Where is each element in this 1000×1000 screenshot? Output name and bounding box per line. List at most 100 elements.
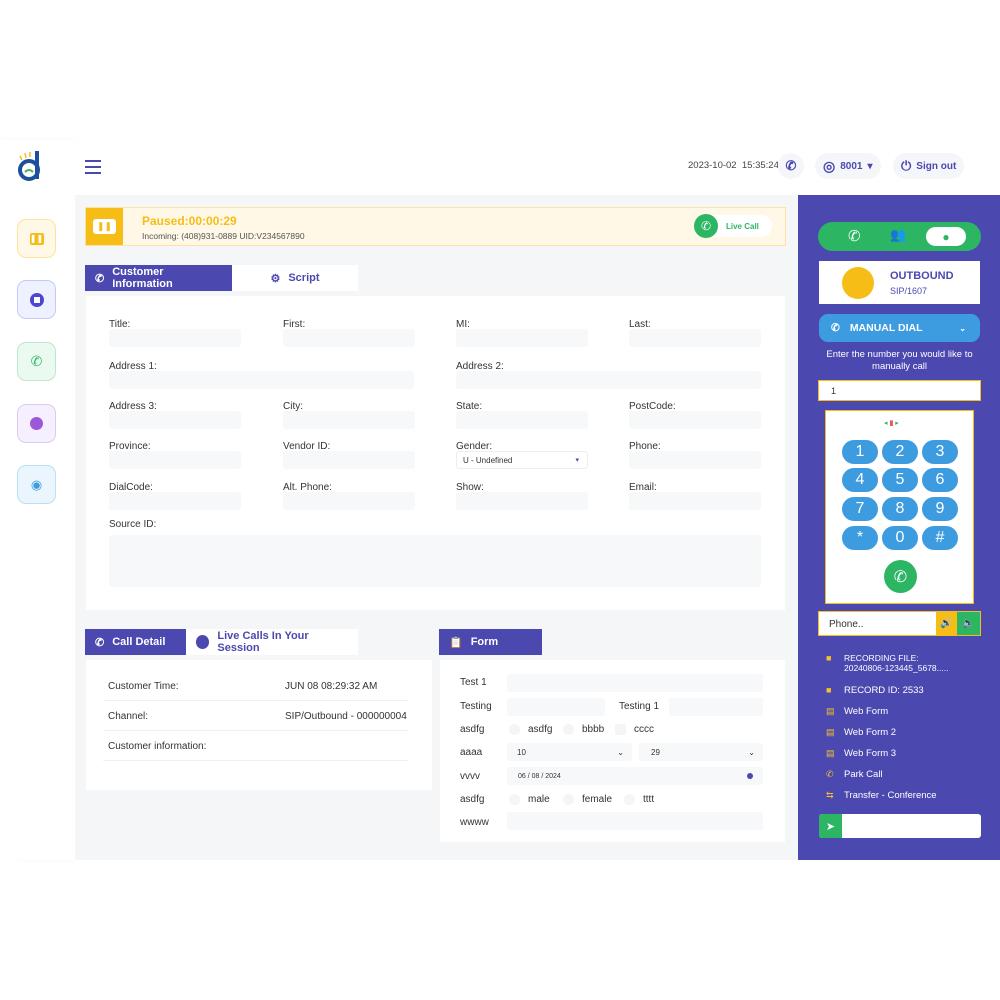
field-input[interactable] xyxy=(283,411,415,429)
field-input[interactable]: U - Undefined ▾ xyxy=(456,451,588,469)
testing1-input[interactable] xyxy=(669,698,763,716)
radio-label: tttt xyxy=(643,794,655,806)
field-input[interactable] xyxy=(629,451,761,469)
code-gear-icon: ⚙ xyxy=(270,272,281,285)
field-input[interactable] xyxy=(109,492,241,510)
select-a[interactable]: 10 ⌄ xyxy=(507,743,632,761)
link-web-form-2[interactable]: ▤ Web Form 2 xyxy=(826,727,896,738)
field-input[interactable] xyxy=(109,329,241,347)
radio-female[interactable]: female xyxy=(563,794,612,805)
field-input[interactable] xyxy=(283,451,415,469)
checkbox-cccc[interactable]: cccc xyxy=(615,724,654,735)
dial-key[interactable]: 6 xyxy=(922,468,958,492)
calendar-icon[interactable] xyxy=(747,773,753,779)
field-input[interactable] xyxy=(629,411,761,429)
user-icon[interactable]: ● xyxy=(926,227,966,246)
sip-id: SIP/1607 xyxy=(890,286,928,296)
radio-label: asdfg xyxy=(528,724,553,736)
form-icon: ▤ xyxy=(826,706,835,716)
sign-out-button[interactable]: ⏻ Sign out xyxy=(893,153,965,179)
radio-group-label: asdfg xyxy=(460,794,485,805)
field-input[interactable] xyxy=(456,411,588,429)
field-input[interactable] xyxy=(109,411,241,429)
detail-label: Customer Time: xyxy=(108,681,179,692)
field-input[interactable] xyxy=(109,371,414,389)
select-value: 10 xyxy=(517,747,526,757)
radio-tttt[interactable]: tttt xyxy=(624,794,654,805)
testing-input[interactable] xyxy=(507,698,605,716)
message-input[interactable]: ➤ xyxy=(819,814,981,838)
link-park-call[interactable]: ✆ Park Call xyxy=(826,769,883,780)
dial-key[interactable]: # xyxy=(922,526,958,550)
volume-icon[interactable]: 🔊 xyxy=(936,612,957,635)
field-input[interactable] xyxy=(456,492,588,510)
phone-icon[interactable]: ✆ xyxy=(848,228,861,245)
select-b[interactable]: 29 ⌄ xyxy=(639,743,763,761)
radio-bbbb[interactable]: bbbb xyxy=(563,724,604,735)
dial-key[interactable]: * xyxy=(842,526,878,550)
clock-icon xyxy=(30,417,43,430)
caret-down-icon: ▾ xyxy=(867,160,873,172)
live-call-button[interactable]: ✆ Live Call xyxy=(694,214,772,238)
field-input[interactable] xyxy=(629,329,761,347)
dial-key[interactable]: 2 xyxy=(882,440,918,464)
user-menu[interactable]: ◎ 8001 ▾ xyxy=(815,153,881,179)
radio-male[interactable]: male xyxy=(509,794,550,805)
form-icon: ▤ xyxy=(826,727,835,737)
field-input[interactable] xyxy=(456,329,588,347)
hide-button[interactable]: ◉ xyxy=(17,465,56,504)
menu-icon[interactable] xyxy=(85,160,101,174)
recording-file: ■ RECORDING FILE: 20240806-123445_5678....… xyxy=(826,653,948,673)
history-button[interactable] xyxy=(17,404,56,443)
date-input[interactable]: 06 / 08 / 2024 xyxy=(507,767,763,785)
users-icon[interactable]: 👥 xyxy=(890,227,907,242)
form-icon: ▤ xyxy=(826,748,835,758)
radio-asdfg[interactable]: asdfg xyxy=(509,724,552,735)
dial-key[interactable]: 1 xyxy=(842,440,878,464)
dial-number-input[interactable]: 1 xyxy=(818,380,981,401)
stop-button[interactable] xyxy=(17,280,56,319)
tab-label: Form xyxy=(470,636,499,648)
phone-input[interactable]: Phone.. xyxy=(829,619,864,630)
call-button[interactable]: ✆ xyxy=(884,560,917,593)
field-label: MI: xyxy=(456,319,470,330)
wwww-input[interactable] xyxy=(507,812,763,830)
tab-live-calls[interactable]: Live Calls In Your Session xyxy=(186,629,358,655)
sign-out-label: Sign out xyxy=(916,160,957,172)
link-label: Web Form 2 xyxy=(844,727,897,738)
link-web-form[interactable]: ▤ Web Form xyxy=(826,706,888,717)
field-input[interactable] xyxy=(283,492,415,510)
dial-key[interactable]: 4 xyxy=(842,468,878,492)
field-input[interactable] xyxy=(629,492,761,510)
field-input[interactable] xyxy=(456,371,761,389)
speaker-icon[interactable]: 🔈 xyxy=(957,612,980,635)
phone-icon: ✆ xyxy=(694,214,718,238)
tab-script[interactable]: ⚙ Script xyxy=(232,265,358,291)
dial-key[interactable]: 8 xyxy=(882,497,918,521)
dial-key[interactable]: 0 xyxy=(882,526,918,550)
field-label: Source ID: xyxy=(109,519,157,530)
tab-form[interactable]: 📋 Form xyxy=(439,629,542,655)
link-transfer-conference[interactable]: ⇆ Transfer - Conference xyxy=(826,790,937,801)
test1-input[interactable] xyxy=(507,674,763,692)
dial-key[interactable]: 5 xyxy=(882,468,918,492)
phone-ring-icon[interactable]: ✆ xyxy=(778,153,804,179)
user-circle-icon: ◎ xyxy=(823,157,836,174)
field-label: Address 2: xyxy=(456,361,504,372)
source-id-textarea[interactable] xyxy=(109,535,761,587)
link-web-form-3[interactable]: ▤ Web Form 3 xyxy=(826,748,896,759)
send-icon[interactable]: ➤ xyxy=(819,814,842,838)
field-input[interactable] xyxy=(109,451,241,469)
dial-key[interactable]: 7 xyxy=(842,497,878,521)
field-input[interactable] xyxy=(283,329,415,347)
missed-call-button[interactable]: ✆ xyxy=(17,342,56,381)
testing-label: Testing xyxy=(460,701,492,712)
pause-button[interactable]: ❚❚ xyxy=(17,219,56,258)
tab-customer-information[interactable]: ✆ Customer Information xyxy=(85,265,232,291)
phone-chat-icon: ✆ xyxy=(95,272,105,285)
dial-key[interactable]: 9 xyxy=(922,497,958,521)
tab-call-detail[interactable]: ✆ Call Detail xyxy=(85,629,186,655)
manual-dial-dropdown[interactable]: ✆ MANUAL DIAL ⌄ xyxy=(819,314,980,342)
dial-key[interactable]: 3 xyxy=(922,440,958,464)
link-label: Park Call xyxy=(844,769,883,780)
